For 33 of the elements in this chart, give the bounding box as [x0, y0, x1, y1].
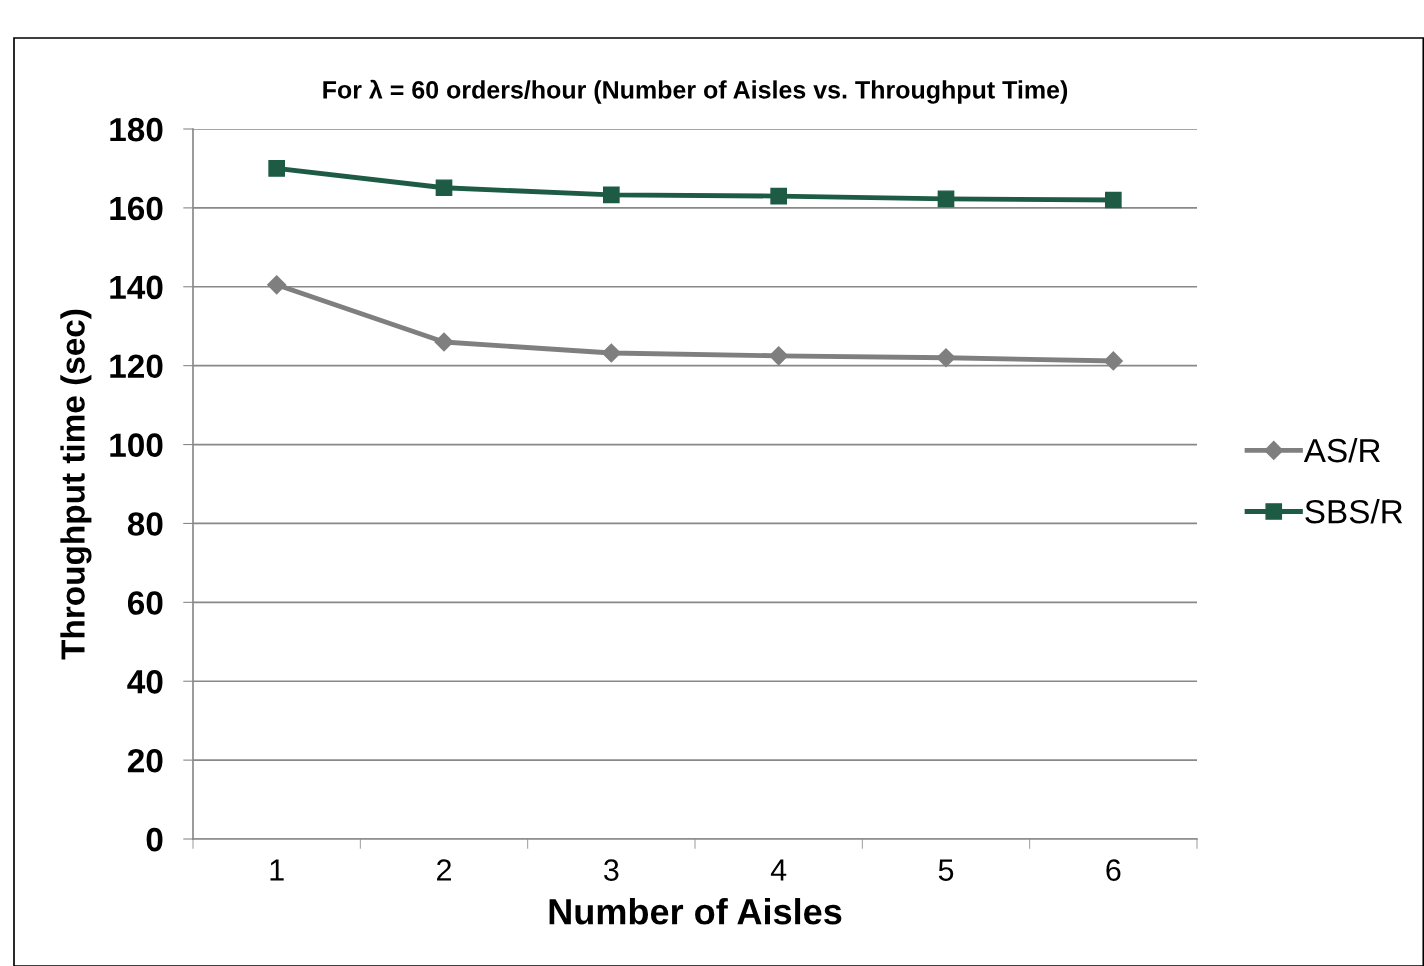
y-tick-label: 180: [110, 117, 163, 142]
point: [268, 160, 286, 177]
point: [937, 190, 955, 208]
x-axis-title: Number of Aisles: [549, 898, 842, 925]
legend-label: SBS/R: [1305, 499, 1403, 524]
y-tick-label: 160: [110, 196, 163, 221]
point: [602, 186, 620, 204]
x-tick-label: 1: [270, 859, 284, 881]
y-tick-label: 140: [110, 275, 163, 300]
y-tick-label: 60: [127, 591, 163, 615]
x-tick-label: 3: [604, 859, 619, 881]
point: [1103, 351, 1123, 371]
y-axis-title: Throughput time (sec): [60, 309, 92, 660]
y-tick-label: 80: [127, 512, 163, 536]
x-tick-label: 5: [938, 859, 954, 881]
point: [1104, 191, 1122, 209]
y-tick-label: 0: [146, 827, 163, 852]
point: [936, 348, 956, 368]
point: [267, 275, 287, 295]
y-tick-label: 40: [127, 670, 163, 694]
point: [435, 179, 453, 197]
x-tick-label: 2: [437, 859, 451, 881]
point: [434, 332, 454, 352]
x-tick-label: 6: [1106, 859, 1121, 881]
y-tick-label: 100: [110, 433, 163, 457]
y-tick-label: 120: [110, 354, 163, 379]
y-tick-label: 20: [127, 748, 163, 773]
legend-label: AS/R: [1303, 437, 1380, 463]
chart-title: For λ = 60 orders/hour (Number of Aisles vs. Throughput Time): [323, 79, 1068, 104]
point: [601, 343, 621, 363]
point: [770, 187, 788, 205]
x-tick-label: 4: [770, 859, 787, 881]
point: [769, 346, 789, 366]
